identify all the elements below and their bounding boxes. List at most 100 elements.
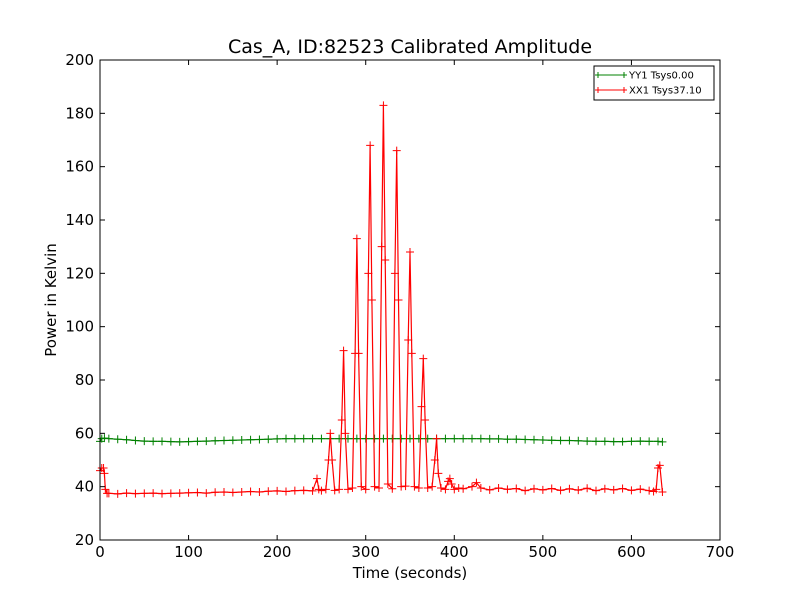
data-point <box>282 487 290 496</box>
data-point <box>220 488 228 496</box>
data-point <box>556 486 565 495</box>
legend-marker-xx1 <box>595 87 627 93</box>
data-point <box>592 486 600 495</box>
data-point <box>220 436 228 445</box>
data-point <box>404 336 413 344</box>
data-point <box>228 436 237 445</box>
data-point <box>104 489 113 498</box>
data-point <box>397 482 406 491</box>
y-tick-label: 40 <box>75 478 94 496</box>
data-point <box>308 434 317 443</box>
data-point <box>441 485 450 494</box>
data-point <box>375 484 383 492</box>
data-point <box>645 437 654 446</box>
data-point <box>450 434 459 443</box>
data-point <box>392 146 401 155</box>
data-point <box>184 437 193 446</box>
y-tick-label: 160 <box>65 158 94 176</box>
y-tick-label: 80 <box>75 371 94 389</box>
data-point <box>618 484 627 493</box>
data-point <box>494 484 503 492</box>
legend-box <box>593 65 715 101</box>
data-point <box>273 434 282 443</box>
data-point <box>246 435 255 444</box>
data-point <box>202 437 211 446</box>
data-point <box>636 485 645 494</box>
data-point <box>339 346 348 355</box>
data-point <box>354 349 363 358</box>
data-point <box>357 482 366 491</box>
x-axis-ticks: 0 100 200 300 400 500 600 700 <box>95 60 734 561</box>
data-point <box>485 485 494 494</box>
data-point <box>237 488 246 496</box>
data-point <box>538 436 547 444</box>
data-point <box>290 486 299 495</box>
data-point <box>273 486 282 495</box>
data-point <box>459 434 468 443</box>
data-point <box>211 436 220 445</box>
data-point <box>299 434 308 443</box>
data-point <box>140 489 149 498</box>
data-point <box>202 489 211 498</box>
data-point <box>565 436 574 445</box>
data-point <box>485 434 494 443</box>
data-point <box>344 485 352 494</box>
data-point <box>574 436 583 445</box>
data-point <box>255 488 264 496</box>
data-point <box>149 437 158 446</box>
data-point <box>341 429 350 438</box>
data-point <box>658 488 667 496</box>
data-point <box>193 488 202 497</box>
series-xx1 <box>96 101 667 498</box>
data-point <box>149 489 158 498</box>
data-point <box>468 482 476 491</box>
data-point <box>592 437 600 446</box>
x-tick-label: 100 <box>174 543 203 561</box>
data-point <box>377 242 386 251</box>
data-point <box>166 437 175 446</box>
data-point <box>166 489 175 498</box>
data-point <box>104 434 113 443</box>
data-point <box>583 484 592 493</box>
data-point <box>600 437 609 446</box>
data-point <box>390 269 399 278</box>
data-point <box>417 402 426 411</box>
series-line <box>99 105 663 495</box>
data-point <box>335 485 344 494</box>
y-tick-label: 180 <box>65 104 94 122</box>
data-point <box>445 474 454 483</box>
legend-label-yy1: YY1 Tsys0.00 <box>628 71 694 82</box>
data-point <box>299 486 308 495</box>
y-tick-label: 100 <box>65 318 94 336</box>
data-point <box>600 484 609 493</box>
data-point <box>317 486 326 495</box>
data-point <box>652 485 661 494</box>
data-point <box>361 485 370 494</box>
series-layer <box>96 101 667 498</box>
data-point <box>432 434 441 443</box>
data-point <box>512 435 521 444</box>
data-point <box>211 488 220 497</box>
data-point <box>113 435 122 444</box>
data-point <box>366 141 375 150</box>
x-axis-label: Time (seconds) <box>352 564 468 582</box>
data-point <box>476 434 485 443</box>
data-point <box>184 488 193 497</box>
data-point <box>264 487 273 496</box>
data-point <box>175 437 184 446</box>
data-point <box>122 435 131 444</box>
data-point <box>313 474 321 483</box>
data-point <box>140 437 149 446</box>
data-point <box>430 456 439 464</box>
data-point <box>512 484 521 493</box>
data-point <box>521 486 530 495</box>
data-point <box>367 296 376 304</box>
plot-frame <box>99 59 721 541</box>
data-point <box>419 354 428 363</box>
data-point <box>290 434 299 443</box>
data-point <box>228 488 237 497</box>
data-point <box>414 484 423 492</box>
data-point <box>317 434 326 443</box>
